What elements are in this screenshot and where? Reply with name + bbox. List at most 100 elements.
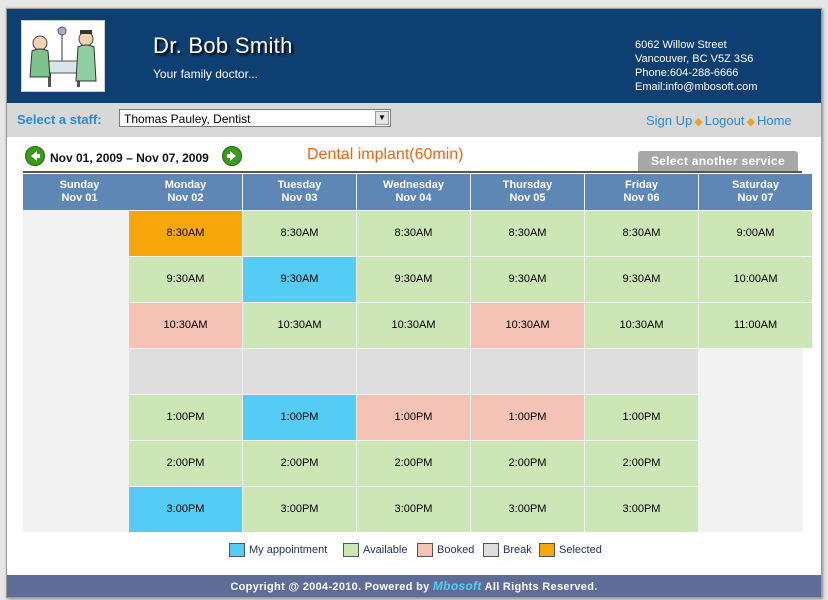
- range-dash: –: [126, 151, 133, 165]
- time-slot[interactable]: 1:00PM: [585, 395, 698, 440]
- staff-bar: Select a staff: Thomas Pauley, Dentist ▼…: [7, 103, 821, 137]
- day-column-friday: Friday Nov 06 8:30AM 9:30AM 10:30AM 1:00PM 2:0…: [585, 174, 699, 532]
- time-slot[interactable]: 10:30AM: [585, 303, 698, 348]
- time-slot[interactable]: 3:00PM: [471, 487, 584, 532]
- page-frame: Dr. Bob Smith Your family doctor... 6062…: [6, 8, 822, 598]
- day-name: Wednesday: [383, 179, 444, 191]
- top-links: Sign Up ◆ Logout ◆ Home: [646, 113, 792, 128]
- diamond-separator-icon: ◆: [694, 116, 703, 128]
- staff-select[interactable]: Thomas Pauley, Dentist ▼: [119, 109, 391, 127]
- service-title: Dental implant(60min): [307, 146, 464, 163]
- time-slot: 1:00PM: [471, 395, 584, 440]
- time-slot[interactable]: 3:00PM: [357, 487, 470, 532]
- week-end: Nov 07, 2009: [136, 151, 209, 165]
- time-slot[interactable]: 8:30AM: [585, 211, 698, 256]
- time-slot: 10:30AM: [129, 303, 242, 348]
- select-another-service-button[interactable]: Select another service: [638, 151, 798, 171]
- time-slot[interactable]: 9:00AM: [699, 211, 812, 256]
- legend-label: My appointment: [249, 543, 328, 556]
- time-slot[interactable]: 2:00PM: [585, 441, 698, 486]
- legend-swatch: [343, 543, 359, 557]
- day-date: Nov 04: [395, 192, 432, 204]
- next-week-arrow-icon[interactable]: [222, 146, 242, 166]
- time-slot[interactable]: 8:30AM: [129, 211, 242, 256]
- time-slot[interactable]: 3:00PM: [243, 487, 356, 532]
- day-date: Nov 07: [737, 192, 774, 204]
- time-slot: 9:30AM: [243, 257, 356, 302]
- break-slot: [357, 349, 470, 394]
- time-slot[interactable]: 10:30AM: [357, 303, 470, 348]
- week-date-range: Nov 01, 2009 – Nov 07, 2009: [50, 151, 209, 165]
- address-street: 6062 Willow Street: [635, 39, 727, 51]
- legend-item: My appointment: [229, 543, 327, 557]
- time-slot[interactable]: 10:30AM: [243, 303, 356, 348]
- clinic-logo: [21, 20, 105, 92]
- time-slot: 10:30AM: [471, 303, 584, 348]
- time-slot[interactable]: 2:00PM: [129, 441, 242, 486]
- day-date: Nov 01: [61, 192, 98, 204]
- day-header: Friday Nov 06: [585, 174, 698, 210]
- time-slot[interactable]: 8:30AM: [357, 211, 470, 256]
- time-slot: 1:00PM: [357, 395, 470, 440]
- day-header: Thursday Nov 05: [471, 174, 584, 210]
- time-slot[interactable]: 3:00PM: [585, 487, 698, 532]
- address-email: Email:info@mbosoft.com: [635, 81, 758, 93]
- day-header: Saturday Nov 07: [699, 174, 812, 210]
- time-slot[interactable]: 2:00PM: [471, 441, 584, 486]
- time-slot[interactable]: 2:00PM: [357, 441, 470, 486]
- legend-item: Booked: [417, 543, 474, 557]
- legend-swatch: [229, 543, 245, 557]
- diamond-separator-icon: ◆: [746, 116, 755, 128]
- time-slot[interactable]: 11:00AM: [699, 303, 812, 348]
- staff-label: Select a staff:: [17, 112, 102, 127]
- day-column-monday: Monday Nov 02 8:30AM 9:30AM 10:30AM 1:00PM 2:0…: [129, 174, 243, 532]
- legend-item: Selected: [539, 543, 602, 557]
- time-slot[interactable]: 8:30AM: [243, 211, 356, 256]
- address-city: Vancouver, BC V5Z 3S6: [635, 53, 754, 65]
- doctor-name: Dr. Bob Smith: [153, 33, 293, 58]
- time-slot[interactable]: 9:30AM: [585, 257, 698, 302]
- legend-swatch: [539, 543, 555, 557]
- footer-suffix: All Rights Reserved.: [484, 581, 598, 593]
- day-column-thursday: Thursday Nov 05 8:30AM 9:30AM 10:30AM 1:00PM 2…: [471, 174, 585, 532]
- legend-item: Available: [343, 543, 407, 557]
- address-phone: Phone:604-288-6666: [635, 67, 739, 79]
- time-slot[interactable]: 10:00AM: [699, 257, 812, 302]
- legend-swatch: [483, 543, 499, 557]
- day-name: Sunday: [59, 179, 100, 191]
- dropdown-arrow-icon[interactable]: ▼: [375, 111, 389, 125]
- day-name: Monday: [164, 179, 207, 191]
- legend-item: Break: [483, 543, 532, 557]
- time-slot[interactable]: 2:00PM: [243, 441, 356, 486]
- prev-week-arrow-icon[interactable]: [25, 146, 45, 166]
- home-link[interactable]: Home: [756, 113, 792, 128]
- time-slot[interactable]: 9:30AM: [129, 257, 242, 302]
- break-slot: [129, 349, 242, 394]
- logout-link[interactable]: Logout: [704, 113, 745, 128]
- day-date: Nov 02: [167, 192, 204, 204]
- day-name: Friday: [624, 179, 658, 191]
- legend-label: Booked: [437, 543, 475, 556]
- time-slot[interactable]: 8:30AM: [471, 211, 584, 256]
- legend-swatch: [417, 543, 433, 557]
- break-slot: [585, 349, 698, 394]
- divider: [23, 171, 802, 173]
- day-column-sunday: Sunday Nov 01: [23, 174, 137, 532]
- day-column-tuesday: Tuesday Nov 03 8:30AM 9:30AM 10:30AM 1:00PM 2:…: [243, 174, 357, 532]
- appointment-calendar: Sunday Nov 01 Monday Nov 02 8:30AM 9:30AM 10:3…: [23, 174, 812, 532]
- day-header: Wednesday Nov 04: [357, 174, 470, 210]
- break-slot: [471, 349, 584, 394]
- time-slot[interactable]: 9:30AM: [357, 257, 470, 302]
- signup-link[interactable]: Sign Up: [646, 113, 693, 128]
- day-date: Nov 05: [509, 192, 546, 204]
- staff-select-value: Thomas Pauley, Dentist: [124, 112, 251, 126]
- legend-label: Break: [503, 543, 532, 556]
- footer-brand[interactable]: Mbosoft: [432, 579, 482, 593]
- day-date: Nov 06: [623, 192, 660, 204]
- time-slot[interactable]: 9:30AM: [471, 257, 584, 302]
- day-header: Sunday Nov 01: [23, 174, 136, 210]
- day-column-wednesday: Wednesday Nov 04 8:30AM 9:30AM 10:30AM 1:00PM…: [357, 174, 471, 532]
- day-name: Thursday: [502, 179, 553, 191]
- time-slot[interactable]: 1:00PM: [129, 395, 242, 440]
- day-name: Tuesday: [277, 179, 322, 191]
